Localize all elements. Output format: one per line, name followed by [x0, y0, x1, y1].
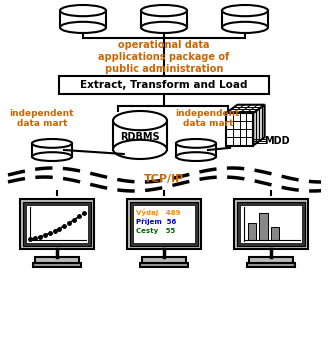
Ellipse shape: [60, 22, 106, 33]
Bar: [249, 257, 293, 263]
Text: TCP/IP: TCP/IP: [144, 174, 184, 184]
Text: Příjem  56: Příjem 56: [136, 219, 176, 225]
Ellipse shape: [222, 5, 268, 16]
Bar: [33, 263, 81, 267]
Bar: [32, 143, 72, 157]
Bar: [176, 143, 216, 157]
Text: Cesty   55: Cesty 55: [136, 228, 175, 235]
Text: operational data
applications package of
public administration: operational data applications package of…: [98, 41, 230, 73]
Ellipse shape: [176, 139, 216, 148]
Bar: [247, 263, 295, 267]
Polygon shape: [226, 113, 253, 146]
Bar: [127, 199, 201, 249]
Text: Výdaj   489: Výdaj 489: [136, 209, 181, 216]
Bar: [222, 10, 268, 28]
Ellipse shape: [222, 22, 268, 33]
Text: independent
data mart: independent data mart: [10, 109, 74, 129]
Bar: [133, 205, 195, 243]
Bar: [20, 199, 94, 249]
Bar: [59, 76, 269, 94]
Text: Extract, Transform and Load: Extract, Transform and Load: [80, 80, 248, 90]
Ellipse shape: [176, 152, 216, 161]
Ellipse shape: [113, 111, 167, 130]
Bar: [248, 223, 256, 240]
Bar: [271, 227, 279, 240]
Ellipse shape: [32, 139, 72, 148]
Ellipse shape: [60, 5, 106, 16]
Bar: [113, 121, 167, 150]
Bar: [234, 199, 308, 249]
Bar: [240, 205, 302, 243]
Ellipse shape: [141, 22, 187, 33]
Bar: [259, 214, 268, 240]
Bar: [237, 202, 305, 246]
Bar: [142, 257, 186, 263]
Bar: [141, 10, 187, 28]
Polygon shape: [253, 105, 265, 146]
Ellipse shape: [141, 5, 187, 16]
Text: RDBMS: RDBMS: [120, 132, 160, 142]
Polygon shape: [226, 105, 265, 113]
Bar: [140, 263, 188, 267]
Bar: [26, 205, 88, 243]
Text: MDD: MDD: [264, 136, 290, 146]
Bar: [35, 257, 79, 263]
Bar: [23, 202, 91, 246]
Bar: [60, 10, 106, 28]
Ellipse shape: [32, 152, 72, 161]
Text: independent
data mart: independent data mart: [176, 109, 240, 129]
Bar: [130, 202, 198, 246]
Ellipse shape: [113, 140, 167, 159]
